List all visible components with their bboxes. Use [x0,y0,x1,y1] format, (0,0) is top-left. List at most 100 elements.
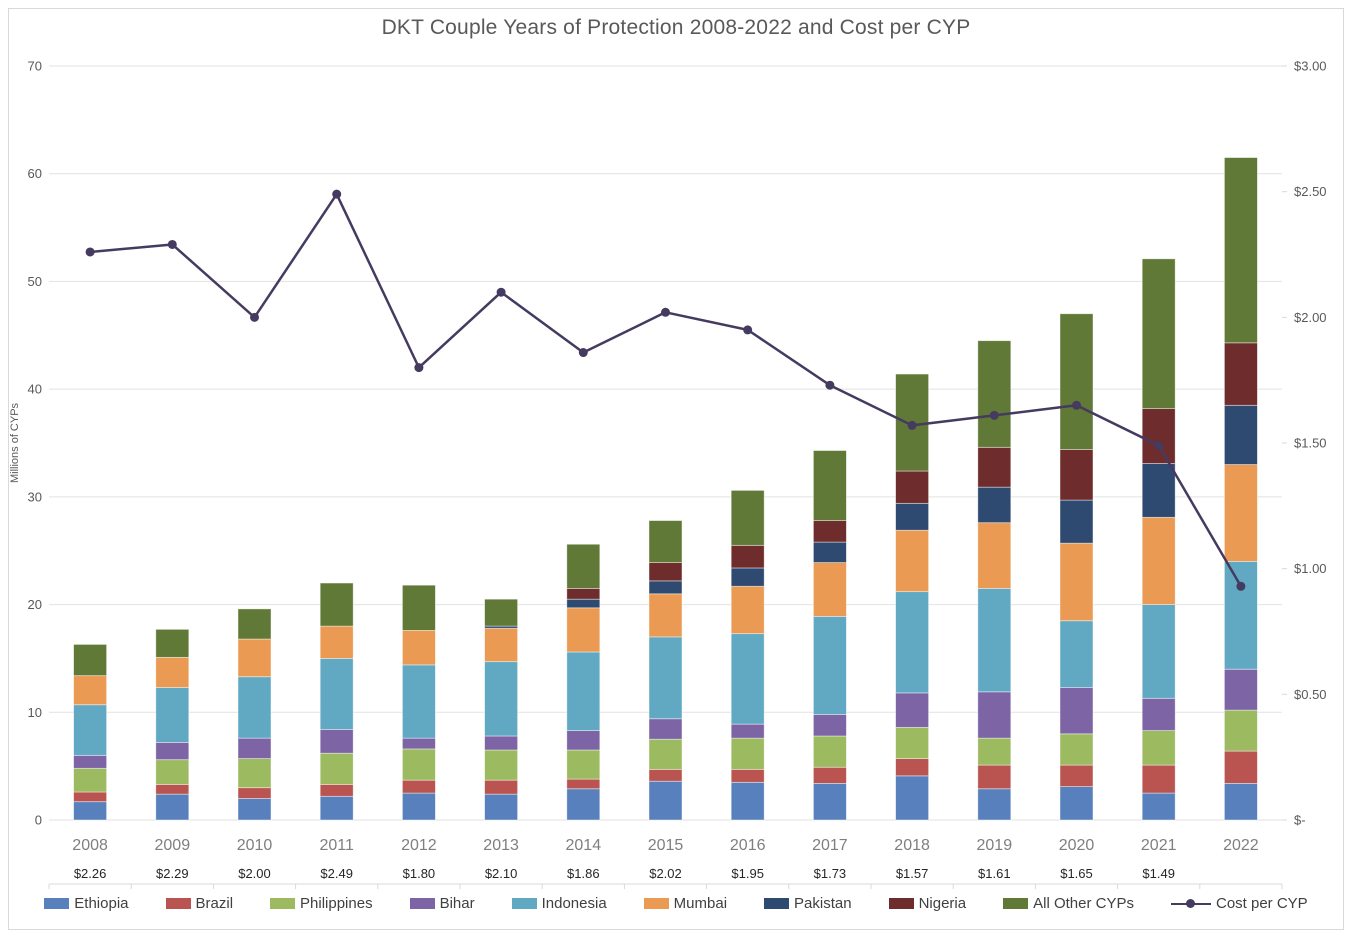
bar-segment-all-other-cyps [155,628,190,658]
bar-segment-mumbai [484,627,519,663]
bar-segment-philippines [977,737,1012,766]
bar-segment-bihar [813,714,847,737]
legend-item-philippines: Philippines [270,895,373,912]
year-label: 2008 [72,837,108,854]
cost-value-label: $2.00 [238,866,271,881]
bar-segment-philippines [73,767,107,793]
bar-segment-ethiopia [1059,786,1094,821]
bar-segment-nigeria [895,470,929,504]
bar-segment-bihar [895,692,929,728]
right-axis-tick-label: $1.00 [1294,561,1327,576]
year-label: 2009 [155,837,191,854]
bar-segment-pakistan [1224,404,1258,465]
year-label: 2019 [977,837,1013,854]
left-axis-title: Millions of CYPs [9,402,21,483]
cost-value-label: $1.86 [567,866,600,881]
bar-segment-ethiopia [895,775,929,821]
bar-segment-pakistan [977,486,1012,524]
cost-value-label: $2.29 [156,866,189,881]
year-label: 2015 [648,837,684,854]
bar-segment-indonesia [1059,620,1094,688]
cost-value-label: $1.61 [978,866,1011,881]
bar-segment-philippines [319,752,354,785]
bar-segment-brazil [401,779,436,794]
legend-label: Bihar [439,895,475,912]
bar-segment-bihar [730,723,765,739]
bar-segment-nigeria [566,588,601,600]
legend-label: Cost per CYP [1215,895,1308,912]
left-axis-tick-label: 60 [28,166,42,181]
legend-line-marker-icon [1170,898,1211,910]
bar-segment-indonesia [1141,604,1176,699]
legend-item-bihar: Bihar [409,895,475,912]
bar-segment-nigeria [1141,408,1176,464]
legend-item-cost-per-cyp: Cost per CYP [1170,895,1308,912]
bar-segment-brazil [648,768,683,782]
left-axis-tick-label: 70 [28,59,42,74]
legend-swatch-philippines [270,898,296,909]
right-axis-tick-label: $3.00 [1294,59,1327,74]
legend-label: All Other CYPs [1033,895,1134,912]
bar-segment-pakistan [648,580,683,595]
bar-segment-philippines [1224,709,1258,752]
bar-segment-philippines [1141,730,1176,766]
left-axis-tick-label: 40 [28,382,42,397]
bar-segment-ethiopia [648,780,683,821]
bar-segment-nigeria [813,520,847,543]
bar-segment-ethiopia [813,782,847,821]
left-axis-tick-label: 20 [28,597,42,612]
legend-swatch-indonesia [511,898,537,909]
bar-segment-brazil [1224,750,1258,784]
bar-segment-ethiopia [1141,792,1176,821]
legend-item-brazil: Brazil [165,895,233,912]
chart-legend: Ethiopia Brazil Philippines Bihar Indonesia M… [0,895,1352,912]
legend-swatch-pakistan [764,898,790,909]
bar-segment-brazil [155,784,190,795]
legend-swatch-bihar [409,898,435,909]
bar-segment-pakistan [1059,499,1094,544]
cost-per-cyp-marker [989,410,999,420]
cost-per-cyp-marker [496,287,506,297]
bar-segment-brazil [730,768,765,783]
bar-segment-indonesia [813,616,847,715]
legend-item-nigeria: Nigeria [888,895,967,912]
bar-segment-indonesia [1224,561,1258,670]
year-label: 2018 [894,837,930,854]
bar-segment-ethiopia [484,793,519,821]
bar-segment-all-other-cyps [484,598,519,627]
bar-segment-bihar [566,730,601,751]
legend-item-ethiopia: Ethiopia [44,895,129,912]
bar-segment-ethiopia [730,781,765,821]
legend-swatch-mumbai [643,898,669,909]
bar-segment-all-other-cyps [319,582,354,627]
cost-value-label: $1.65 [1060,866,1093,881]
bar-segment-nigeria [977,446,1012,488]
cost-per-cyp-marker [825,380,835,390]
cost-per-cyp-marker [1154,441,1164,451]
left-axis-tick-label: 50 [28,274,42,289]
bar-segment-all-other-cyps [237,608,272,640]
bar-segment-all-other-cyps [648,520,683,563]
bar-segment-ethiopia [566,788,601,821]
bar-segment-ethiopia [319,795,354,821]
year-label: 2016 [730,837,766,854]
left-axis-tick-label: 30 [28,489,42,504]
legend-label: Nigeria [918,895,967,912]
bar-segment-all-other-cyps [730,489,765,546]
legend-swatch-nigeria [888,898,914,909]
cost-per-cyp-marker [1236,581,1246,591]
bar-segment-indonesia [648,636,683,720]
bar-segment-bihar [977,691,1012,739]
bar-segment-philippines [648,738,683,770]
legend-label: Mumbai [673,895,728,912]
cost-per-cyp-marker [743,325,753,335]
bar-segment-mumbai [155,656,190,688]
bar-segment-ethiopia [401,792,436,821]
cost-per-cyp-marker [414,363,424,373]
bar-segment-indonesia [977,588,1012,693]
bar-segment-indonesia [730,633,765,725]
bar-segment-mumbai [73,675,107,706]
legend-swatch-ethiopia [44,898,70,909]
bar-segment-pakistan [895,502,929,531]
bar-segment-mumbai [648,593,683,638]
